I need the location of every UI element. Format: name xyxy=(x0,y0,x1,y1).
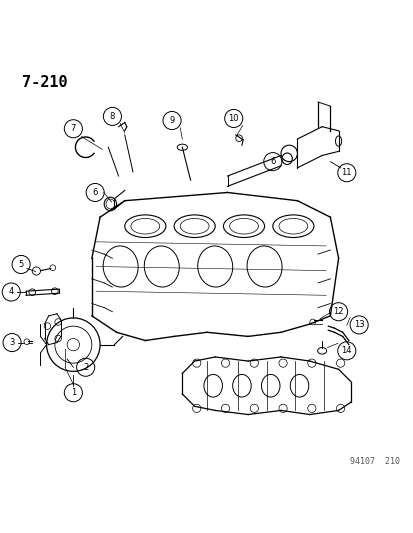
Text: 10: 10 xyxy=(228,114,238,123)
Text: 12: 12 xyxy=(332,307,343,316)
Text: 14: 14 xyxy=(341,346,351,356)
Text: 11: 11 xyxy=(341,168,351,177)
Text: 1: 1 xyxy=(71,388,76,397)
Text: 2: 2 xyxy=(83,363,88,372)
Text: 6: 6 xyxy=(92,188,97,197)
Text: 94107  210: 94107 210 xyxy=(349,457,399,466)
Text: 3: 3 xyxy=(9,338,15,347)
Text: 8: 8 xyxy=(109,112,115,121)
Text: 7: 7 xyxy=(71,124,76,133)
Text: 13: 13 xyxy=(353,320,363,329)
Text: 6: 6 xyxy=(269,157,275,166)
Text: 7-210: 7-210 xyxy=(22,75,67,90)
Text: 4: 4 xyxy=(9,287,14,296)
Text: 5: 5 xyxy=(19,260,24,269)
Text: 9: 9 xyxy=(169,116,174,125)
